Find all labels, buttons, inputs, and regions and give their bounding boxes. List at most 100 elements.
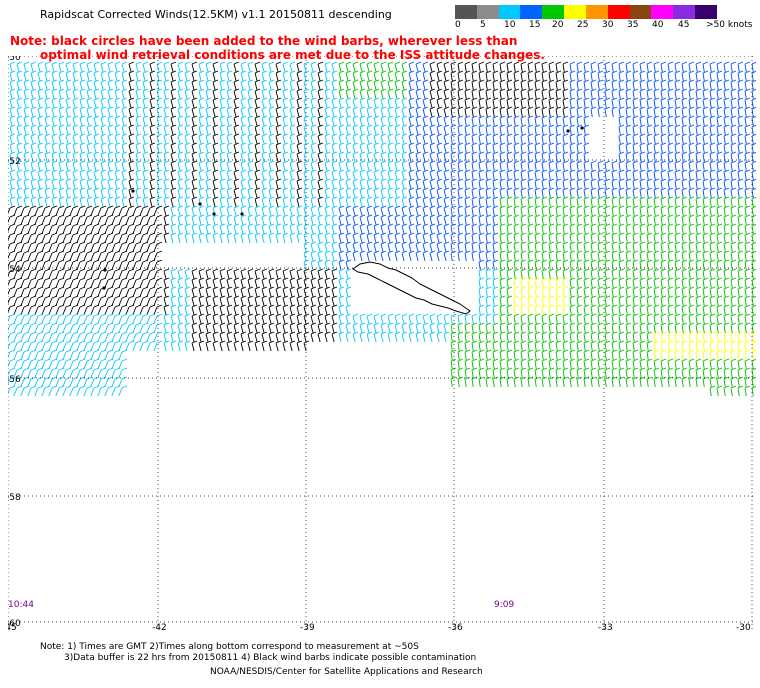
wind-barb bbox=[352, 313, 359, 325]
longitude-label: -30 bbox=[736, 623, 751, 632]
wind-barb bbox=[128, 160, 135, 172]
wind-barb bbox=[667, 223, 674, 235]
wind-barb bbox=[751, 79, 756, 91]
wind-barb bbox=[387, 187, 394, 199]
wind-barb bbox=[625, 187, 632, 199]
wind-barb bbox=[681, 187, 688, 199]
wind-barb bbox=[132, 322, 142, 334]
wind-barb bbox=[128, 124, 135, 136]
wind-barb bbox=[604, 187, 611, 199]
wind-barb bbox=[618, 277, 625, 289]
wind-barb bbox=[695, 133, 702, 145]
wind-barb bbox=[62, 214, 72, 226]
wind-barb bbox=[562, 223, 569, 235]
wind-barb bbox=[338, 124, 345, 136]
wind-barb bbox=[107, 133, 114, 145]
wind-barb bbox=[111, 277, 121, 289]
wind-barb bbox=[681, 88, 688, 100]
wind-barb bbox=[464, 223, 471, 235]
wind-barb bbox=[275, 106, 282, 118]
wind-barb bbox=[471, 250, 478, 262]
wind-barb bbox=[317, 133, 324, 145]
wind-barb bbox=[583, 349, 590, 361]
wind-barb bbox=[219, 79, 226, 91]
wind-barb bbox=[443, 115, 450, 127]
wind-barb bbox=[289, 169, 296, 181]
wind-barb bbox=[296, 124, 303, 136]
wind-barb bbox=[716, 367, 723, 379]
wind-barb bbox=[352, 205, 359, 217]
wind-barb bbox=[681, 286, 688, 298]
wind-barb bbox=[170, 205, 177, 217]
wind-barb bbox=[464, 79, 471, 91]
wind-barb bbox=[478, 106, 485, 118]
wind-barb bbox=[303, 160, 310, 172]
wind-barb bbox=[380, 70, 387, 82]
wind-barb bbox=[695, 367, 702, 379]
wind-barb bbox=[534, 223, 541, 235]
wind-barb bbox=[303, 151, 310, 163]
wind-barb bbox=[492, 232, 499, 244]
wind-barb bbox=[310, 286, 317, 298]
wind-barb bbox=[317, 115, 324, 127]
wind-barb bbox=[695, 259, 702, 271]
legend-swatch bbox=[520, 5, 543, 19]
wind-barb bbox=[737, 214, 744, 226]
wind-barb bbox=[317, 286, 324, 298]
wind-barb bbox=[408, 79, 415, 91]
wind-barb bbox=[534, 106, 541, 118]
wind-barb bbox=[48, 268, 58, 280]
wind-barb bbox=[569, 142, 576, 154]
wind-barb bbox=[681, 196, 688, 208]
wind-barb bbox=[338, 142, 345, 154]
wind-barb bbox=[324, 97, 331, 109]
wind-barb bbox=[16, 115, 23, 127]
wind-barb bbox=[8, 268, 16, 278]
wind-barb bbox=[646, 214, 653, 226]
wind-barb bbox=[695, 79, 702, 91]
wind-barb bbox=[48, 367, 58, 379]
wind-barb bbox=[660, 367, 667, 379]
wind-barb bbox=[415, 214, 422, 226]
wind-barb bbox=[51, 151, 58, 163]
wind-barb bbox=[41, 223, 51, 235]
wind-barb bbox=[240, 169, 247, 181]
wind-barb bbox=[79, 79, 86, 91]
wind-barb bbox=[9, 88, 16, 100]
wind-barb bbox=[338, 304, 345, 316]
wind-barb bbox=[149, 178, 156, 190]
wind-barb bbox=[415, 133, 422, 145]
wind-barb bbox=[170, 88, 177, 100]
wind-barb bbox=[485, 205, 492, 217]
wind-barb bbox=[723, 214, 730, 226]
wind-barb bbox=[303, 70, 310, 82]
wind-barb bbox=[520, 88, 527, 100]
wind-barb bbox=[16, 133, 23, 145]
wind-barb bbox=[310, 214, 317, 226]
wind-barb bbox=[289, 277, 296, 289]
wind-barb bbox=[618, 79, 625, 91]
wind-barb bbox=[485, 313, 492, 325]
wind-barb bbox=[688, 115, 695, 127]
wind-barb bbox=[156, 160, 163, 172]
wind-barb bbox=[520, 223, 527, 235]
wind-barb bbox=[16, 178, 23, 190]
wind-barb bbox=[513, 304, 520, 316]
wind-barb bbox=[401, 232, 408, 244]
wind-barb bbox=[499, 187, 506, 199]
wind-barb bbox=[443, 70, 450, 82]
wind-barb bbox=[443, 160, 450, 172]
wind-barb bbox=[429, 133, 436, 145]
wind-barb bbox=[163, 205, 170, 217]
wind-barb bbox=[51, 142, 58, 154]
wind-barb bbox=[653, 331, 660, 343]
wind-barb bbox=[562, 376, 569, 388]
wind-barb bbox=[125, 277, 135, 289]
wind-barb bbox=[20, 250, 30, 262]
wind-barb bbox=[674, 304, 681, 316]
wind-barb bbox=[146, 205, 156, 217]
wind-barb bbox=[485, 250, 492, 262]
wind-barb bbox=[751, 106, 756, 118]
legend-swatch bbox=[629, 5, 652, 19]
wind-barb bbox=[674, 358, 681, 370]
